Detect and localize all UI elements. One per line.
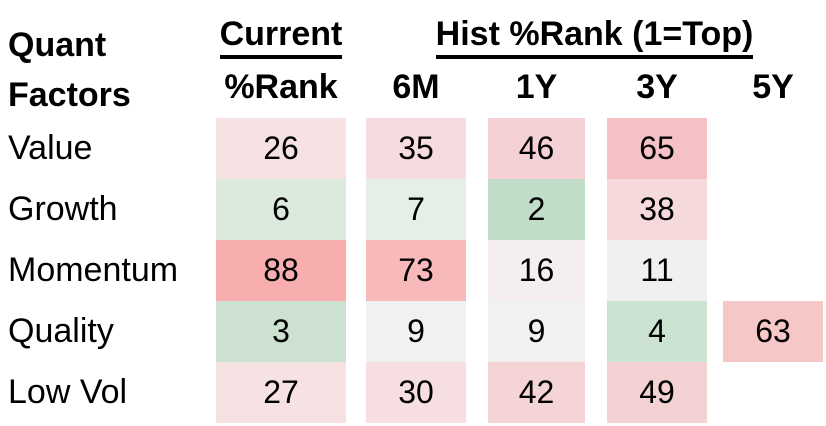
row-label-growth: Growth xyxy=(8,190,118,228)
heatmap-cell-low-vol-3y: 49 xyxy=(607,362,707,423)
heatmap-cell-low-vol-percent-rank: 27 xyxy=(216,362,346,423)
heatmap-cell-value-6m: 35 xyxy=(366,118,466,179)
table-title-line2: Factors xyxy=(8,76,131,114)
heatmap-cell-momentum-6m: 73 xyxy=(366,240,466,301)
column-header-6m: 6M xyxy=(392,68,440,106)
heatmap-cell-momentum-1y: 16 xyxy=(488,240,585,301)
hist-group-header: Hist %Rank (1=Top) xyxy=(366,14,823,59)
heatmap-cell-quality-1y: 9 xyxy=(488,301,585,362)
row-label-low-vol: Low Vol xyxy=(8,373,128,411)
column-header-percent-rank: %Rank xyxy=(224,68,338,106)
heatmap-cell-growth-1y: 2 xyxy=(488,179,585,240)
heatmap-cell-value-1y: 46 xyxy=(488,118,585,179)
column-header-5y: 5Y xyxy=(752,68,794,106)
heatmap-cell-low-vol-1y: 42 xyxy=(488,362,585,423)
heatmap-cell-momentum-3y: 11 xyxy=(607,240,707,301)
hist-group-label: Hist %Rank (1=Top) xyxy=(435,14,754,59)
heatmap-cell-value-3y: 65 xyxy=(607,118,707,179)
row-label-value: Value xyxy=(8,129,93,167)
heatmap-cell-growth-percent-rank: 6 xyxy=(216,179,346,240)
heatmap-cell-growth-3y: 38 xyxy=(607,179,707,240)
heatmap-cell-momentum-percent-rank: 88 xyxy=(216,240,346,301)
heatmap-cell-quality-6m: 9 xyxy=(366,301,466,362)
column-header-3y: 3Y xyxy=(636,68,678,106)
heatmap-cell-low-vol-6m: 30 xyxy=(366,362,466,423)
table-title: Quant Factors xyxy=(8,20,131,120)
heatmap-cell-quality-5y: 63 xyxy=(723,301,823,362)
table-title-line1: Quant xyxy=(8,26,107,64)
row-label-momentum: Momentum xyxy=(8,251,179,289)
heatmap-cell-value-percent-rank: 26 xyxy=(216,118,346,179)
current-group-header: Current xyxy=(216,14,346,59)
heatmap-cell-quality-percent-rank: 3 xyxy=(216,301,346,362)
row-label-quality: Quality xyxy=(8,312,114,350)
column-header-1y: 1Y xyxy=(515,68,558,106)
current-group-label: Current xyxy=(219,14,343,59)
heatmap-cell-quality-3y: 4 xyxy=(607,301,707,362)
heatmap-cell-growth-6m: 7 xyxy=(366,179,466,240)
